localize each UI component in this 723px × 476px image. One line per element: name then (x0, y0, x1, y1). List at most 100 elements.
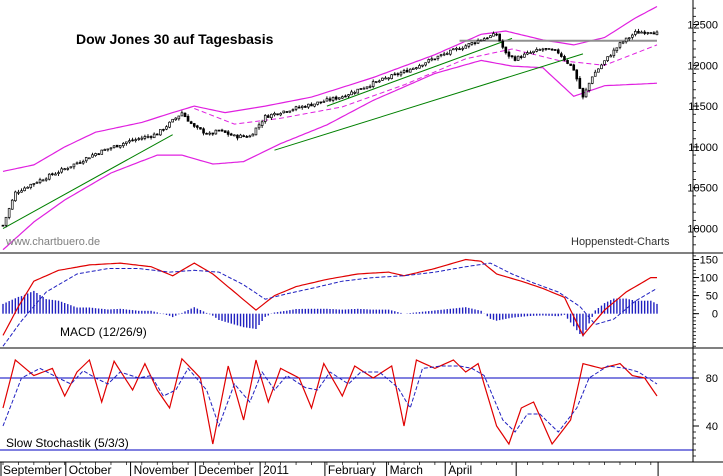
candle-body (544, 48, 548, 50)
candle-body (245, 136, 249, 138)
candle-body (196, 125, 199, 128)
candle-body (146, 135, 150, 138)
candle-body (415, 67, 418, 70)
candle-body (612, 49, 616, 57)
candle-body (550, 48, 554, 51)
candle-body (526, 52, 529, 55)
candle-body (140, 137, 144, 140)
candle-body (461, 47, 464, 50)
candle-body (430, 58, 434, 61)
candle-body (637, 30, 640, 34)
candle-body (26, 186, 29, 189)
candle-body (125, 141, 128, 144)
candle-body (177, 115, 181, 120)
candle-body (504, 46, 508, 54)
candle-body (368, 85, 372, 88)
month-label: April (448, 463, 472, 476)
candle-body (217, 129, 221, 132)
candle-body (180, 112, 184, 117)
month-label: February (328, 463, 376, 476)
candle-body (84, 157, 88, 162)
candle-body (69, 166, 73, 169)
trend-line (2, 134, 173, 229)
candle-body (334, 96, 338, 100)
candle-body (115, 144, 119, 148)
y-tick-label: 100 (700, 273, 718, 285)
candle-body (168, 121, 171, 128)
candle-body (273, 113, 276, 116)
candle-body (29, 183, 33, 188)
candle-body (97, 153, 100, 156)
candle-body (325, 98, 329, 102)
candle-body (75, 162, 79, 165)
candle-body (304, 105, 307, 108)
macd-line (2, 258, 657, 337)
y-tick-label: 10000 (687, 224, 718, 236)
y-tick-label: 0 (712, 309, 718, 321)
panel-frames (0, 252, 723, 463)
bollinger-middle-line (194, 44, 658, 125)
candle-body (396, 73, 400, 76)
candle-body (634, 31, 637, 35)
candle-body (143, 136, 147, 139)
candle-body (41, 179, 45, 182)
candle-body (328, 98, 332, 101)
source-text: Hoppenstedt-Charts (571, 236, 670, 248)
macd-signal-line (2, 262, 658, 347)
candle-body (319, 101, 323, 104)
candle-body (94, 153, 97, 156)
candle-body (23, 187, 26, 192)
candle-body (365, 86, 369, 89)
candle-body (100, 149, 104, 155)
candle-body (378, 80, 381, 83)
candle-body (223, 130, 227, 133)
candle-body (186, 115, 190, 122)
candle-body (44, 178, 48, 181)
candle-body (569, 63, 572, 66)
candle-body (88, 157, 91, 160)
candle-body (581, 87, 585, 98)
candle-body (516, 55, 520, 61)
candle-body (646, 32, 650, 34)
candle-body (411, 67, 415, 70)
candle-body (276, 113, 279, 116)
candle-body (260, 121, 264, 126)
candle-body (183, 112, 187, 118)
candle-body (242, 135, 245, 137)
candle-body (643, 31, 646, 34)
candle-body (449, 49, 452, 55)
y-tick-label: 40 (706, 421, 718, 433)
candle-body (584, 89, 588, 98)
candle-body (103, 149, 107, 151)
candle-body (624, 37, 628, 43)
candle-body (297, 106, 301, 109)
candle-body (452, 48, 455, 51)
candle-body (442, 53, 446, 56)
candle-body (331, 97, 335, 101)
candle-body (257, 124, 261, 129)
month-label: March (390, 463, 423, 476)
candle-body (266, 115, 270, 118)
candle-body (91, 154, 94, 158)
candle-body (556, 49, 560, 54)
candle-body (282, 110, 286, 114)
y-tick-label: 12500 (687, 19, 718, 31)
candle-body (519, 56, 523, 58)
candle-body (112, 145, 116, 149)
candle-body (597, 68, 600, 73)
candle-body (492, 33, 495, 37)
candle-body (529, 52, 532, 54)
candle-body (590, 76, 594, 84)
candle-body (575, 69, 579, 80)
candle-body (313, 103, 316, 107)
candle-body (541, 48, 545, 51)
candle-body (226, 131, 230, 135)
candle-body (307, 103, 310, 108)
candle-body (390, 74, 393, 79)
candle-body (405, 69, 409, 73)
y-tick-label: 10500 (687, 183, 718, 195)
month-label: 2011 (263, 463, 289, 476)
candle-body (279, 113, 282, 116)
candle-body (424, 62, 427, 66)
candle-body (393, 73, 397, 76)
